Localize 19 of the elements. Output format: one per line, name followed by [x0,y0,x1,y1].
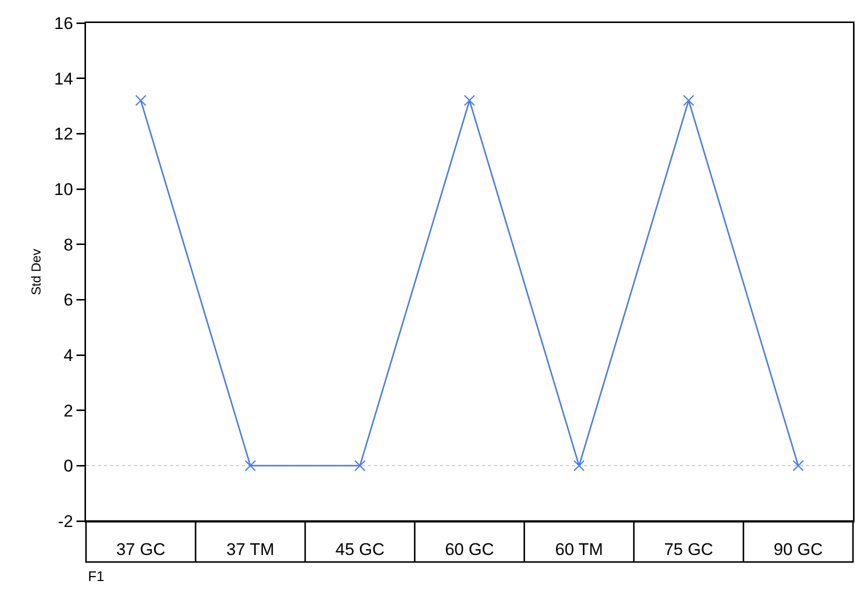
x-tick-label: 45 GC [335,540,384,559]
y-tick-label: 16 [54,14,74,33]
x-tick-label: 37 GC [116,540,166,559]
x-tick-label: 75 GC [664,540,714,559]
y-tick-label: 12 [54,124,74,144]
y-tick-label: 0 [64,456,74,476]
y-tick-label: 6 [64,290,74,310]
x-tick-label: 37 TM [226,540,274,559]
y-tick-label: 10 [54,180,74,199]
x-tick-label: 60 TM [555,540,604,559]
y-tick-label: 14 [54,69,74,88]
x-tick-label: 90 GC [774,540,823,559]
y-tick-label: -2 [58,512,74,531]
x-axis-title: F1 [88,568,105,584]
y-tick-label: 4 [64,346,74,365]
y-tick-label: 2 [64,401,74,420]
x-tick-label: 60 GC [444,540,494,559]
y-tick-label: 8 [64,235,74,254]
y-axis-title: Std Dev [28,248,44,296]
